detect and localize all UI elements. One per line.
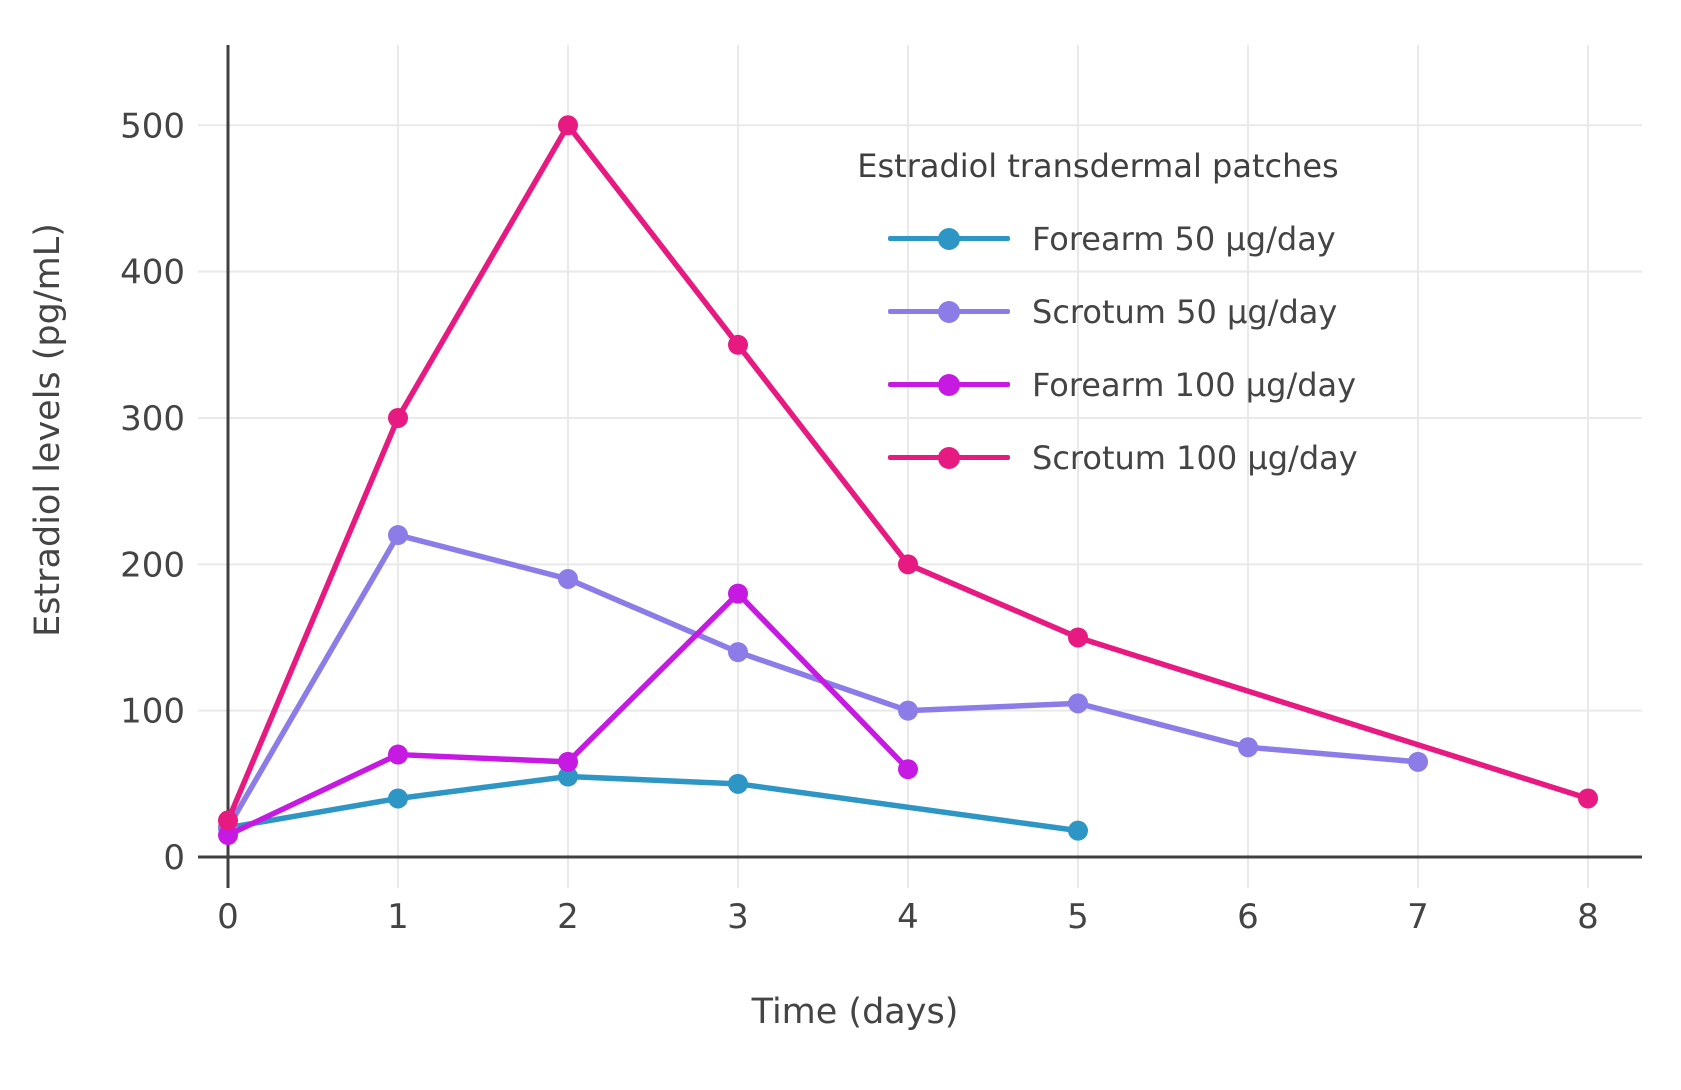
y-axis-title: Estradiol levels (pg/mL) [28,223,68,637]
x-tick-label-6: 6 [1237,897,1259,937]
legend-items: Forearm 50 µg/day Scrotum 50 µg/day Forear… [828,202,1368,494]
legend-label: Scrotum 50 µg/day [1032,292,1338,331]
y-tick-label-100: 100 [120,692,185,732]
series-line-forearm-50-g-day [225,773,1081,834]
legend-label: Forearm 100 µg/day [1032,365,1357,404]
legend-dot-icon [938,373,960,396]
legend-dot-icon [938,300,960,323]
legend-item-scrotum-100-g-day[interactable]: Scrotum 100 µg/day [828,421,1368,494]
data-point-forearm-100-g-day-day-0 [218,825,238,846]
x-tick-label-0: 0 [217,897,239,937]
legend-dot-icon [938,446,960,469]
data-point-forearm-100-g-day-day-3 [728,583,748,604]
x-axis-title: Time (days) [751,992,959,1032]
y-tick-label-400: 400 [120,253,185,293]
data-point-scrotum-50-g-day-day-4 [898,700,918,721]
legend-label: Scrotum 100 µg/day [1032,438,1358,477]
x-tick-label-2: 2 [557,897,579,937]
data-point-scrotum-100-g-day-day-1 [388,407,408,428]
data-point-scrotum-100-g-day-day-5 [1068,627,1088,648]
legend-item-scrotum-50-g-day[interactable]: Scrotum 50 µg/day [828,275,1368,348]
data-point-scrotum-50-g-day-day-5 [1068,693,1088,714]
data-point-scrotum-50-g-day-day-1 [388,525,408,546]
data-point-scrotum-100-g-day-day-2 [558,115,578,136]
legend-item-forearm-50-g-day[interactable]: Forearm 50 µg/day [828,202,1368,275]
x-tick-label-1: 1 [387,897,409,937]
legend-title: Estradiol transdermal patches [857,147,1339,185]
data-point-scrotum-50-g-day-day-3 [728,642,748,663]
y-tick-label-200: 200 [120,545,185,585]
x-tick-label-7: 7 [1407,897,1429,937]
y-tick-label-0: 0 [163,838,185,878]
x-tick-label-4: 4 [897,897,919,937]
data-point-forearm-100-g-day-day-4 [898,759,918,780]
data-point-forearm-50-g-day-day-1 [388,788,408,809]
x-tick-label-5: 5 [1067,897,1089,937]
data-point-scrotum-100-g-day-day-4 [898,554,918,575]
legend-dot-icon [938,227,960,250]
legend-label: Forearm 50 µg/day [1032,219,1336,258]
data-point-forearm-50-g-day-day-5 [1068,820,1088,841]
data-point-forearm-50-g-day-day-2 [558,766,578,787]
legend-marker-icon [888,227,1010,250]
data-point-forearm-100-g-day-day-2 [558,751,578,772]
data-point-scrotum-100-g-day-day-8 [1578,788,1598,809]
x-tick-label-8: 8 [1577,897,1599,937]
x-tick-label-3: 3 [727,897,749,937]
data-point-scrotum-100-g-day-day-0 [218,810,238,831]
data-point-scrotum-50-g-day-day-7 [1408,751,1428,772]
legend-marker-icon [888,300,1010,323]
legend-item-forearm-100-g-day[interactable]: Forearm 100 µg/day [828,348,1368,421]
legend-marker-icon [888,373,1010,396]
data-point-forearm-50-g-day-day-3 [728,773,748,794]
data-point-forearm-100-g-day-day-1 [388,744,408,765]
data-point-scrotum-50-g-day-day-6 [1238,737,1258,758]
data-point-scrotum-100-g-day-day-3 [728,334,748,355]
data-point-scrotum-50-g-day-day-2 [558,568,578,589]
y-tick-label-500: 500 [120,106,185,146]
legend-marker-icon [888,446,1010,469]
legend: Estradiol transdermal patches Forearm 50… [828,146,1368,494]
y-tick-label-300: 300 [120,399,185,439]
